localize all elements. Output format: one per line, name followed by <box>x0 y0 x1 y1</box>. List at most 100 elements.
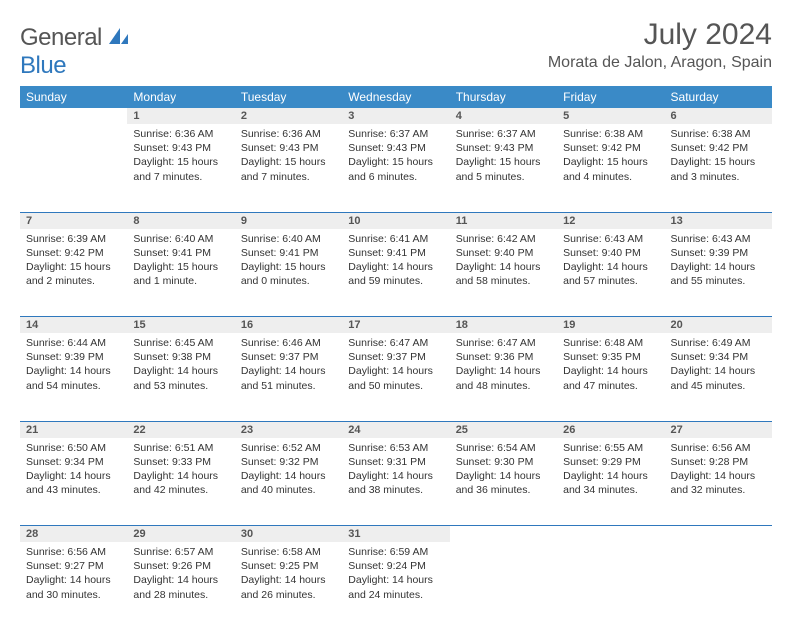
logo-sail-icon <box>108 24 130 52</box>
day-cell: Sunrise: 6:36 AMSunset: 9:43 PMDaylight:… <box>235 124 342 212</box>
day-cell: Sunrise: 6:57 AMSunset: 9:26 PMDaylight:… <box>127 542 234 630</box>
day-content: Sunrise: 6:44 AMSunset: 9:39 PMDaylight:… <box>20 333 127 399</box>
calendar-head: SundayMondayTuesdayWednesdayThursdayFrid… <box>20 86 772 108</box>
day-content: Sunrise: 6:36 AMSunset: 9:43 PMDaylight:… <box>235 124 342 190</box>
day-content: Sunrise: 6:56 AMSunset: 9:28 PMDaylight:… <box>665 438 772 504</box>
week-row: Sunrise: 6:50 AMSunset: 9:34 PMDaylight:… <box>20 438 772 526</box>
day-cell: Sunrise: 6:43 AMSunset: 9:40 PMDaylight:… <box>557 229 664 317</box>
logo-part2: Blue <box>20 52 66 79</box>
day-number-cell: 6 <box>665 108 772 124</box>
weekday-header: Wednesday <box>342 86 449 108</box>
day-number-cell: 22 <box>127 422 234 438</box>
day-content: Sunrise: 6:51 AMSunset: 9:33 PMDaylight:… <box>127 438 234 504</box>
day-cell: Sunrise: 6:37 AMSunset: 9:43 PMDaylight:… <box>342 124 449 212</box>
day-cell <box>20 124 127 212</box>
day-content: Sunrise: 6:47 AMSunset: 9:36 PMDaylight:… <box>450 333 557 399</box>
day-cell: Sunrise: 6:43 AMSunset: 9:39 PMDaylight:… <box>665 229 772 317</box>
day-content: Sunrise: 6:38 AMSunset: 9:42 PMDaylight:… <box>557 124 664 190</box>
day-content: Sunrise: 6:41 AMSunset: 9:41 PMDaylight:… <box>342 229 449 295</box>
day-cell <box>557 542 664 630</box>
day-content: Sunrise: 6:55 AMSunset: 9:29 PMDaylight:… <box>557 438 664 504</box>
day-content: Sunrise: 6:39 AMSunset: 9:42 PMDaylight:… <box>20 229 127 295</box>
daynum-row: 21222324252627 <box>20 422 772 438</box>
weekday-header: Thursday <box>450 86 557 108</box>
day-cell: Sunrise: 6:47 AMSunset: 9:36 PMDaylight:… <box>450 333 557 421</box>
daynum-row: 78910111213 <box>20 213 772 229</box>
day-number-cell: 16 <box>235 317 342 333</box>
day-number-cell: 27 <box>665 422 772 438</box>
day-cell: Sunrise: 6:45 AMSunset: 9:38 PMDaylight:… <box>127 333 234 421</box>
day-content: Sunrise: 6:37 AMSunset: 9:43 PMDaylight:… <box>342 124 449 190</box>
day-cell: Sunrise: 6:40 AMSunset: 9:41 PMDaylight:… <box>127 229 234 317</box>
day-number-cell: 26 <box>557 422 664 438</box>
day-number-cell: 5 <box>557 108 664 124</box>
weekday-header: Friday <box>557 86 664 108</box>
weekday-header: Sunday <box>20 86 127 108</box>
day-number-cell: 25 <box>450 422 557 438</box>
week-row: Sunrise: 6:39 AMSunset: 9:42 PMDaylight:… <box>20 229 772 317</box>
day-content: Sunrise: 6:46 AMSunset: 9:37 PMDaylight:… <box>235 333 342 399</box>
day-cell: Sunrise: 6:38 AMSunset: 9:42 PMDaylight:… <box>665 124 772 212</box>
day-cell: Sunrise: 6:56 AMSunset: 9:27 PMDaylight:… <box>20 542 127 630</box>
day-content: Sunrise: 6:50 AMSunset: 9:34 PMDaylight:… <box>20 438 127 504</box>
calendar-table: SundayMondayTuesdayWednesdayThursdayFrid… <box>20 86 772 630</box>
header: General Blue July 2024 Morata de Jalon, … <box>20 18 772 80</box>
day-number-cell: 3 <box>342 108 449 124</box>
day-content: Sunrise: 6:54 AMSunset: 9:30 PMDaylight:… <box>450 438 557 504</box>
logo-part1: General <box>20 24 102 51</box>
day-cell: Sunrise: 6:38 AMSunset: 9:42 PMDaylight:… <box>557 124 664 212</box>
day-content: Sunrise: 6:59 AMSunset: 9:24 PMDaylight:… <box>342 542 449 608</box>
day-content: Sunrise: 6:48 AMSunset: 9:35 PMDaylight:… <box>557 333 664 399</box>
day-cell: Sunrise: 6:58 AMSunset: 9:25 PMDaylight:… <box>235 542 342 630</box>
day-cell: Sunrise: 6:37 AMSunset: 9:43 PMDaylight:… <box>450 124 557 212</box>
day-content: Sunrise: 6:53 AMSunset: 9:31 PMDaylight:… <box>342 438 449 504</box>
day-number-cell <box>557 526 664 542</box>
day-content: Sunrise: 6:49 AMSunset: 9:34 PMDaylight:… <box>665 333 772 399</box>
day-cell: Sunrise: 6:55 AMSunset: 9:29 PMDaylight:… <box>557 438 664 526</box>
day-cell: Sunrise: 6:56 AMSunset: 9:28 PMDaylight:… <box>665 438 772 526</box>
day-cell: Sunrise: 6:59 AMSunset: 9:24 PMDaylight:… <box>342 542 449 630</box>
day-content: Sunrise: 6:40 AMSunset: 9:41 PMDaylight:… <box>235 229 342 295</box>
day-cell <box>665 542 772 630</box>
day-cell: Sunrise: 6:44 AMSunset: 9:39 PMDaylight:… <box>20 333 127 421</box>
day-number-cell: 30 <box>235 526 342 542</box>
day-content: Sunrise: 6:45 AMSunset: 9:38 PMDaylight:… <box>127 333 234 399</box>
day-content: Sunrise: 6:58 AMSunset: 9:25 PMDaylight:… <box>235 542 342 608</box>
day-number-cell: 7 <box>20 213 127 229</box>
day-number-cell <box>20 108 127 124</box>
day-cell: Sunrise: 6:48 AMSunset: 9:35 PMDaylight:… <box>557 333 664 421</box>
day-number-cell: 31 <box>342 526 449 542</box>
day-cell: Sunrise: 6:46 AMSunset: 9:37 PMDaylight:… <box>235 333 342 421</box>
daynum-row: 123456 <box>20 108 772 124</box>
day-number-cell: 2 <box>235 108 342 124</box>
weekday-row: SundayMondayTuesdayWednesdayThursdayFrid… <box>20 86 772 108</box>
title-block: July 2024 Morata de Jalon, Aragon, Spain <box>548 18 772 72</box>
location: Morata de Jalon, Aragon, Spain <box>548 54 772 72</box>
weekday-header: Tuesday <box>235 86 342 108</box>
day-content: Sunrise: 6:36 AMSunset: 9:43 PMDaylight:… <box>127 124 234 190</box>
day-content: Sunrise: 6:38 AMSunset: 9:42 PMDaylight:… <box>665 124 772 190</box>
day-number-cell: 20 <box>665 317 772 333</box>
day-content: Sunrise: 6:43 AMSunset: 9:39 PMDaylight:… <box>665 229 772 295</box>
day-number-cell: 13 <box>665 213 772 229</box>
day-cell: Sunrise: 6:39 AMSunset: 9:42 PMDaylight:… <box>20 229 127 317</box>
day-number-cell <box>450 526 557 542</box>
week-row: Sunrise: 6:44 AMSunset: 9:39 PMDaylight:… <box>20 333 772 421</box>
weekday-header: Monday <box>127 86 234 108</box>
day-content: Sunrise: 6:43 AMSunset: 9:40 PMDaylight:… <box>557 229 664 295</box>
day-number-cell: 14 <box>20 317 127 333</box>
day-content: Sunrise: 6:42 AMSunset: 9:40 PMDaylight:… <box>450 229 557 295</box>
daynum-row: 14151617181920 <box>20 317 772 333</box>
day-number-cell: 21 <box>20 422 127 438</box>
day-content: Sunrise: 6:47 AMSunset: 9:37 PMDaylight:… <box>342 333 449 399</box>
day-number-cell: 11 <box>450 213 557 229</box>
logo-text: General Blue <box>20 24 130 80</box>
week-row: Sunrise: 6:56 AMSunset: 9:27 PMDaylight:… <box>20 542 772 630</box>
day-cell: Sunrise: 6:50 AMSunset: 9:34 PMDaylight:… <box>20 438 127 526</box>
day-cell: Sunrise: 6:49 AMSunset: 9:34 PMDaylight:… <box>665 333 772 421</box>
weekday-header: Saturday <box>665 86 772 108</box>
day-cell: Sunrise: 6:51 AMSunset: 9:33 PMDaylight:… <box>127 438 234 526</box>
day-number-cell: 17 <box>342 317 449 333</box>
day-content: Sunrise: 6:57 AMSunset: 9:26 PMDaylight:… <box>127 542 234 608</box>
day-number-cell: 18 <box>450 317 557 333</box>
